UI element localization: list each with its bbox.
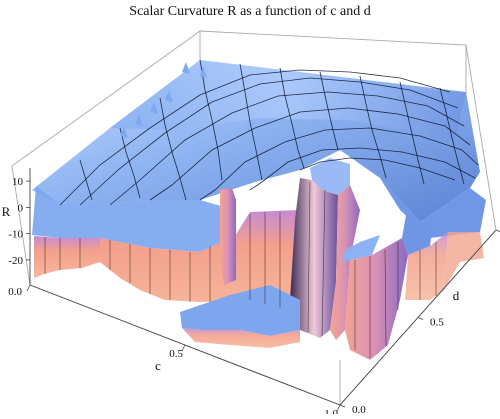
surface [32, 59, 486, 360]
d-axis-label: d [453, 288, 460, 303]
c-axis-tick [336, 404, 341, 412]
d-axis-tick [339, 404, 346, 408]
axes: 0.00.51.00.00.51.0100-10-20 [8, 168, 500, 419]
r-axis-tick-label: 10 [12, 176, 24, 188]
r-axis-tick-label: -20 [8, 255, 23, 267]
c-axis-label: c [155, 358, 161, 373]
wall-striations [44, 181, 437, 358]
chart-title: Scalar Curvature R as a function of c an… [129, 4, 370, 19]
d-axis-tick-label: 0.0 [352, 404, 366, 414]
c-axis-tick-label: 0.5 [169, 348, 183, 360]
d-axis-tick [495, 229, 500, 233]
d-axis-tick-label: 0.5 [430, 317, 444, 329]
r-axis-tick-label: -10 [8, 229, 23, 241]
c-axis-tick-label: 0.0 [8, 286, 22, 298]
surface-mesh [59, 59, 479, 206]
c-axis-tick [181, 344, 186, 352]
ridge-spikes [120, 62, 207, 138]
r-axis-label: R [2, 204, 11, 219]
c-axis-tick [26, 284, 31, 292]
c-axis-tick-label: 1.0 [324, 408, 338, 414]
d-axis-tick [417, 317, 424, 320]
r-axis-tick-label: 0 [18, 202, 24, 214]
